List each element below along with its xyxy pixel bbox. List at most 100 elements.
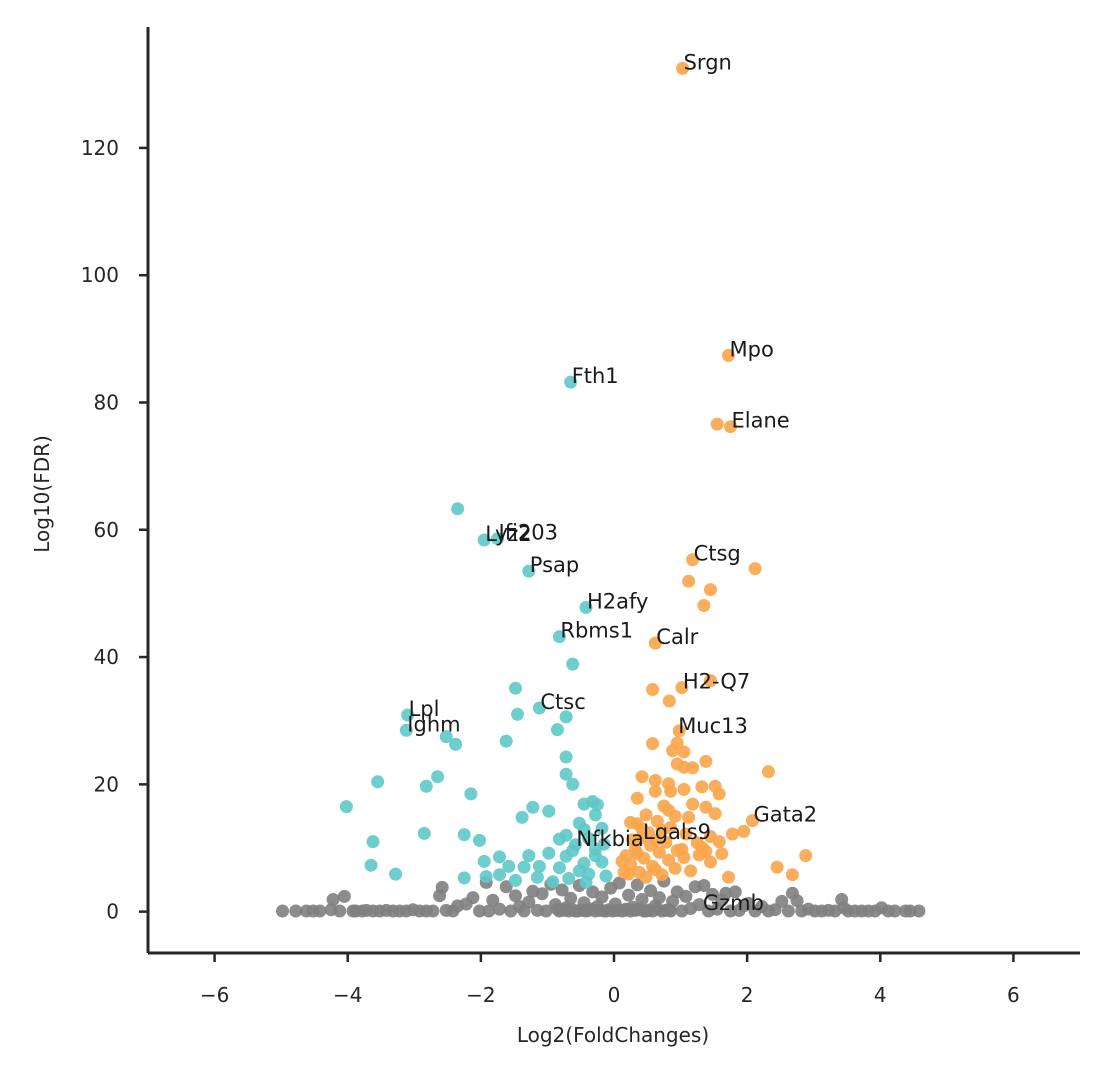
point-down [532,859,546,873]
gene-label: Rbms1 [560,619,633,643]
gene-label: Fth1 [572,364,619,388]
point-up [686,797,700,811]
x-tick-label: 0 [608,983,621,1007]
point-up [785,868,799,882]
point-ns [697,879,711,892]
point-down [579,600,593,614]
y-tick-label: 120 [81,136,119,160]
point-down [499,734,513,748]
point-down [457,871,471,885]
point-up [662,694,676,708]
point-down [479,870,493,884]
point-up [682,574,696,588]
point-down [477,533,491,547]
point-ns [644,884,658,898]
point-up [652,845,666,859]
gene-label: Gata2 [754,803,818,827]
point-up [677,745,691,759]
point-up [646,683,660,696]
point-up [639,808,653,822]
point-down [546,875,560,889]
point-up [724,420,737,434]
point-up [675,842,689,856]
point-ns [486,893,500,907]
point-down [339,800,353,814]
point-up [704,583,717,597]
point-down [559,750,573,764]
point-down [562,872,576,885]
point-ns [630,878,644,892]
point-up [630,791,644,805]
point-up [708,807,722,821]
point-up [715,847,729,861]
point-down [542,804,556,818]
point-down [559,767,573,781]
y-tick-label: 40 [94,645,119,669]
point-up [675,681,689,695]
point-ns [692,898,706,912]
point-down [579,875,593,889]
axes-layer [146,27,1080,955]
point-down [401,708,415,722]
point-up [648,863,662,877]
point-down [552,861,566,875]
point-ns [679,889,693,903]
point-down [457,828,471,842]
point-ns [612,876,626,890]
point-up [635,822,649,836]
point-up [699,754,713,768]
point-down [532,701,546,715]
gene-label: Ctsc [540,690,585,714]
point-up [657,799,671,813]
x-tick-label: 2 [741,983,754,1007]
point-ns [333,904,347,918]
point-ns [337,889,351,903]
point-down [550,723,564,737]
point-up [682,810,696,824]
point-up [648,636,662,650]
point-up [737,824,751,838]
point-up [648,784,662,798]
point-down [515,810,529,824]
point-up [692,848,706,862]
point-up [684,864,698,878]
point-down [542,846,556,860]
point-ns [652,891,666,905]
point-up [704,855,717,869]
point-up [722,348,735,362]
point-ns [888,904,902,918]
point-ns [522,895,536,909]
x-tick-label: 6 [1007,983,1020,1007]
point-up [668,861,682,875]
gene-label: Lgals9 [643,820,711,844]
point-up [617,865,631,879]
point-down [491,532,504,546]
point-ns [493,902,506,916]
gene-label: Ctsg [694,542,741,566]
point-ns [535,887,549,901]
point-down [464,787,478,801]
point-ns [326,893,340,906]
y-tick-label: 0 [106,900,119,924]
point-down [566,657,580,671]
gene-label: Lpl [409,697,440,721]
point-up [639,870,653,884]
x-tick-label: −6 [200,983,229,1007]
point-ns [550,902,564,916]
point-up [697,599,711,612]
gene-label: Psap [530,553,579,577]
point-down [371,775,385,789]
point-up [626,833,640,847]
point-down [493,850,506,864]
point-ns [276,904,289,918]
points-layer [276,61,926,918]
gene-label: Lyz2 [485,522,532,546]
x-axis-title: Log2(FoldChanges) [517,1023,709,1047]
point-down [517,860,531,874]
point-up [704,674,717,688]
point-ns [775,894,789,908]
point-down [588,808,602,822]
gene-label: H2-Q7 [683,670,750,694]
